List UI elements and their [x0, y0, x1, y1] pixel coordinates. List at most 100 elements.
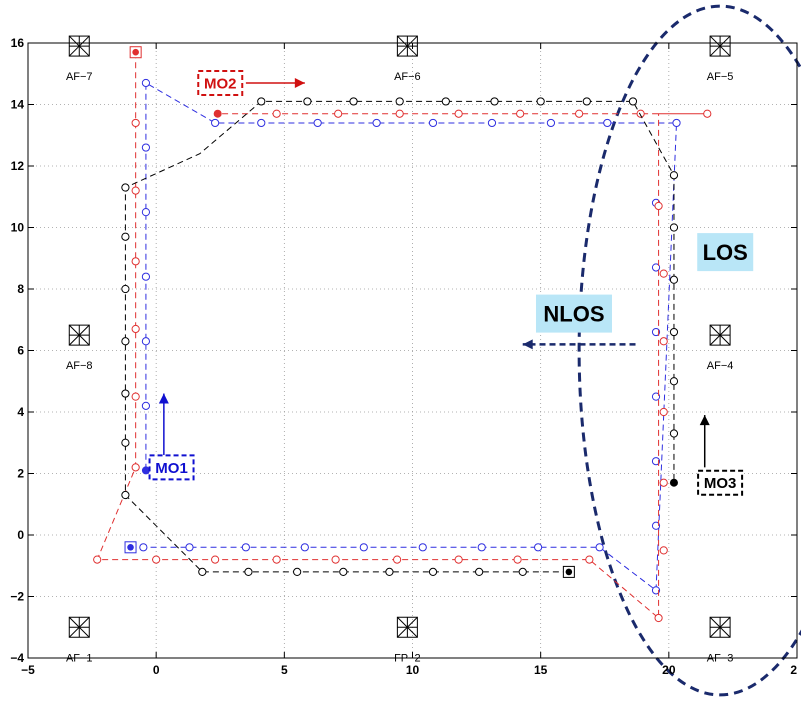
y-tick-label: 12: [11, 159, 25, 173]
data-point: [659, 407, 668, 417]
axis-ticks: −5 0 5 10 15 20 2 −4 −2 0 2 4 6 8 10 12 14 16: [10, 36, 797, 677]
x-tick-label: 15: [534, 663, 548, 677]
data-point: [211, 118, 220, 128]
end-marker: [141, 466, 150, 475]
y-tick-label: 10: [11, 221, 25, 235]
data-point: [131, 186, 140, 195]
anchor-label: AF−7: [66, 71, 93, 83]
anchor-label: AF−6: [394, 71, 421, 83]
data-point: [131, 257, 140, 266]
data-point: [487, 118, 497, 128]
data-point: [121, 284, 130, 294]
mobile-label: MO2: [204, 75, 237, 92]
y-tick-label: 8: [17, 282, 24, 296]
anchor-label: AF−4: [707, 360, 734, 372]
data-point: [428, 567, 438, 577]
data-point: [131, 463, 140, 472]
end-marker: [669, 478, 678, 487]
los-region-ellipse: [577, 4, 801, 697]
region-label-box: [535, 294, 612, 333]
x-tick-label: 10: [406, 663, 420, 677]
data-point: [477, 543, 486, 552]
data-point: [244, 567, 253, 577]
start-marker-dot: [565, 568, 573, 576]
region-label-box: [697, 233, 754, 272]
data-point: [513, 555, 522, 564]
data-point: [516, 109, 525, 118]
data-point: [293, 567, 302, 577]
data-point: [393, 555, 402, 564]
data-point: [141, 143, 151, 152]
data-point: [198, 567, 207, 577]
data-point: [257, 97, 266, 106]
data-point: [121, 438, 130, 447]
anchor-marker: [709, 616, 731, 638]
start-marker-dot: [132, 48, 139, 56]
anchor-marker: [709, 35, 731, 57]
annotation-arrowhead: [294, 77, 305, 88]
data-point: [454, 555, 463, 564]
data-point: [272, 109, 281, 118]
data-point: [659, 478, 668, 487]
data-point: [490, 97, 499, 106]
mobile-label: MO3: [704, 475, 737, 492]
anchor-marker: [396, 35, 418, 57]
data-point: [441, 97, 450, 106]
data-point: [300, 543, 309, 552]
data-point: [257, 118, 266, 128]
data-point: [654, 201, 663, 211]
y-tick-label: −4: [10, 651, 24, 665]
anchor-label: AF−5: [707, 71, 734, 83]
anchor-layer: AF−1 FP−2 AF−3AF−4AF−5AF−6AF−7AF−8: [66, 35, 734, 664]
data-point: [595, 543, 604, 552]
x-tick-label: −5: [21, 663, 35, 677]
data-point: [603, 118, 612, 128]
data-point: [211, 555, 220, 564]
data-point: [395, 109, 404, 118]
data-point: [659, 337, 668, 346]
data-point: [139, 543, 148, 552]
data-point: [131, 392, 140, 401]
data-point: [575, 109, 584, 118]
data-point: [121, 490, 130, 500]
data-point: [651, 457, 661, 466]
data-point: [651, 392, 661, 401]
y-tick-label: 2: [17, 467, 24, 481]
data-point: [669, 223, 679, 232]
data-point: [659, 546, 668, 555]
data-point: [141, 272, 151, 281]
data-point: [651, 263, 661, 272]
data-point: [428, 118, 438, 128]
anchor-marker: [709, 324, 731, 346]
data-point: [659, 269, 668, 278]
grid-lines: [28, 43, 797, 658]
data-point: [585, 555, 594, 564]
data-point: [372, 118, 381, 128]
data-point: [93, 555, 102, 564]
y-tick-label: 0: [17, 528, 24, 542]
data-point: [313, 118, 322, 128]
y-tick-label: 16: [11, 36, 25, 50]
y-tick-label: 4: [17, 405, 24, 419]
data-point: [534, 543, 543, 552]
series-path: [96, 52, 708, 620]
x-tick-label: 5: [281, 663, 288, 677]
data-point: [654, 613, 663, 623]
anchor-marker: [68, 35, 90, 57]
data-point: [536, 97, 545, 106]
los-region-layer: [577, 4, 801, 697]
data-point: [131, 118, 140, 128]
data-point: [141, 208, 151, 217]
data-point: [334, 109, 343, 118]
data-point: [651, 521, 661, 530]
x-tick-label: 0: [153, 663, 160, 677]
data-point: [669, 327, 679, 337]
annotation-arrowhead: [158, 393, 169, 404]
data-point: [303, 97, 312, 106]
data-point: [241, 543, 250, 552]
x-tick-label: 2: [790, 663, 797, 677]
data-point: [672, 118, 681, 128]
anchor-label: AF−8: [66, 360, 93, 372]
